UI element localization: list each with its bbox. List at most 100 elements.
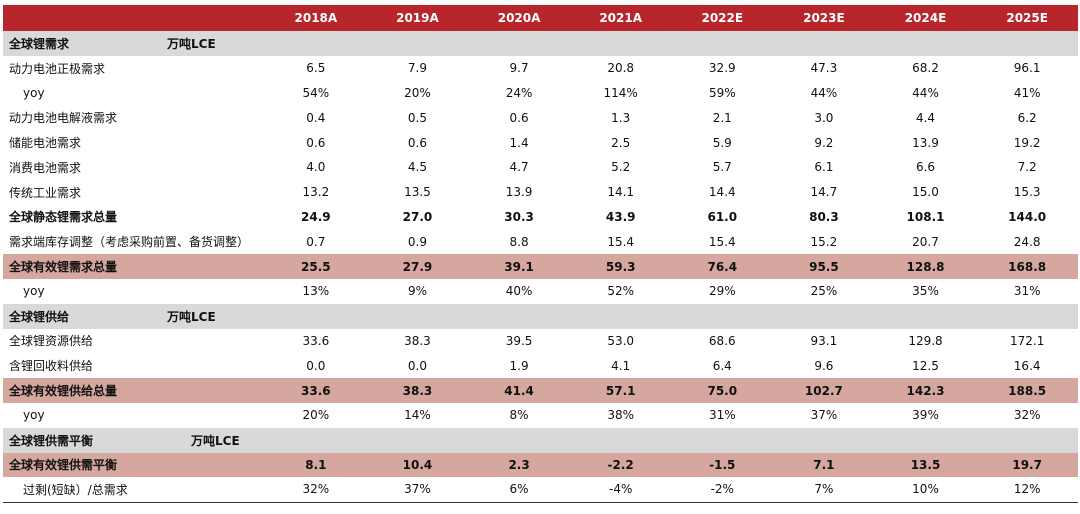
section-title: 全球锂需求 <box>9 36 70 51</box>
value-cell: 47.3 <box>810 61 838 76</box>
section-empty-cell <box>569 303 672 329</box>
value-cell: -1.5 <box>671 452 774 478</box>
section-empty-cell <box>468 303 570 329</box>
row-label: 消费电池需求 <box>9 160 82 175</box>
value-cell: 38.3 <box>404 333 431 348</box>
value-cell: 8% <box>509 408 529 423</box>
value-cell: 0.6 <box>509 110 529 125</box>
value-cell: 12% <box>976 477 1078 503</box>
value-cell: 6.5 <box>306 61 326 76</box>
value-cell: 20.7 <box>912 234 939 249</box>
value-cell: 33.6 <box>265 378 367 403</box>
value-cell: 12.5 <box>912 358 939 373</box>
value-cell: 4.0 <box>306 160 326 175</box>
value-cell: 0.0 <box>306 358 326 373</box>
section-header-row: 全球锂供给 万吨LCE <box>3 303 1078 329</box>
table-body: 全球锂需求 万吨LCE 动力电池正极需求 6.5 7.9 9.7 20.8 32.9 47.3 6… <box>3 31 1078 503</box>
row-label: 动力电池电解液需求 <box>9 111 118 126</box>
value-cell: 32.9 <box>708 61 736 76</box>
section-empty-cell <box>671 31 774 56</box>
lithium-supply-demand-table: 2018A 2019A 2020A 2021A 2022E 2023E 2024… <box>3 5 1078 503</box>
value-cell: 15.4 <box>708 234 736 249</box>
value-cell: 14.1 <box>607 185 635 200</box>
value-cell: 24.9 <box>301 209 331 224</box>
value-cell: 4.1 <box>611 358 631 373</box>
table-row: 全球有效锂供给总量 33.6 38.3 41.4 57.1 75.0 102.7 142.3 1… <box>3 378 1078 403</box>
table-row: 全球有效锂供需平衡 8.1 10.4 2.3 -2.2 -1.5 7.1 13.5 19.7 <box>3 452 1078 478</box>
value-cell: 19.2 <box>1013 135 1041 150</box>
value-cell: 52% <box>607 284 635 299</box>
value-cell: 25% <box>810 284 838 299</box>
section-empty-cell <box>468 31 570 56</box>
value-cell: 32% <box>1013 408 1041 423</box>
value-cell: 40% <box>505 284 533 299</box>
value-cell: 4.5 <box>407 160 427 175</box>
value-cell: 16.4 <box>1013 358 1041 373</box>
value-cell: 24.8 <box>1013 234 1041 249</box>
table-row: 传统工业需求 13.2 13.5 13.9 14.1 14.4 14.7 15.0 15.3 <box>3 180 1078 205</box>
value-cell: 39.5 <box>505 333 533 348</box>
row-label: yoy <box>23 284 45 299</box>
value-cell: 6.1 <box>814 160 834 175</box>
value-cell: 59.3 <box>569 254 672 279</box>
table-row: 消费电池需求 4.0 4.5 4.7 5.2 5.7 6.1 6.6 7.2 <box>3 155 1078 180</box>
year-header: 2025E <box>976 5 1078 31</box>
section-empty-cell <box>874 427 977 453</box>
section-empty-cell <box>976 303 1078 329</box>
value-cell: 8.1 <box>265 452 367 478</box>
value-cell: 7.9 <box>407 61 427 76</box>
section-empty-cell <box>569 427 672 453</box>
value-cell: 13.2 <box>302 185 330 200</box>
table-row: yoy 54% 20% 24% 114% 59% 44% 44% 41% <box>3 81 1078 106</box>
value-cell: 3.0 <box>814 110 834 125</box>
value-cell: 59% <box>708 85 736 100</box>
table-row: yoy 13% 9% 40% 52% 29% 25% 35% 31% <box>3 279 1078 304</box>
section-empty-cell <box>366 31 469 56</box>
value-cell: 0.7 <box>306 234 326 249</box>
value-cell: 19.7 <box>976 452 1078 478</box>
value-cell: 128.8 <box>874 254 977 279</box>
value-cell: 7% <box>773 477 875 503</box>
value-cell: 80.3 <box>809 209 839 224</box>
value-cell: 1.3 <box>611 110 631 125</box>
value-cell: 38.3 <box>366 378 469 403</box>
row-label: 传统工业需求 <box>9 185 82 200</box>
value-cell: 95.5 <box>773 254 875 279</box>
value-cell: 38% <box>607 408 635 423</box>
year-header: 2019A <box>366 5 469 31</box>
section-empty-cell <box>976 31 1078 56</box>
value-cell: 188.5 <box>976 378 1078 403</box>
section-header-row: 全球锂供需平衡 万吨LCE <box>3 427 1078 453</box>
value-cell: 27.0 <box>402 209 433 224</box>
value-cell: 31% <box>708 408 736 423</box>
value-cell: 31% <box>1013 284 1041 299</box>
row-label: 全球静态锂需求总量 <box>9 210 118 225</box>
year-header: 2024E <box>874 5 977 31</box>
value-cell: 129.8 <box>908 333 943 348</box>
value-cell: 44% <box>912 85 939 100</box>
value-cell: 10% <box>874 477 977 503</box>
year-header: 2023E <box>773 5 875 31</box>
value-cell: 35% <box>912 284 939 299</box>
section-empty-cell <box>976 427 1078 453</box>
value-cell: 0.5 <box>407 110 427 125</box>
value-cell: 20.8 <box>607 61 635 76</box>
row-label: 全球有效锂供给总量 <box>3 378 266 403</box>
year-header: 2021A <box>569 5 672 31</box>
section-title-cell: 全球锂供需平衡 万吨LCE <box>3 427 266 453</box>
section-unit: 万吨LCE <box>167 36 216 51</box>
value-cell: 14.7 <box>810 185 838 200</box>
section-empty-cell <box>265 303 367 329</box>
section-empty-cell <box>874 31 977 56</box>
value-cell: 1.9 <box>509 358 529 373</box>
value-cell: 15.3 <box>1013 185 1041 200</box>
value-cell: 0.6 <box>306 135 326 150</box>
value-cell: 57.1 <box>569 378 672 403</box>
value-cell: 6.2 <box>1017 110 1037 125</box>
value-cell: -2% <box>671 477 774 503</box>
value-cell: 25.5 <box>265 254 367 279</box>
value-cell: 9% <box>407 284 427 299</box>
value-cell: 20% <box>302 408 330 423</box>
value-cell: 142.3 <box>874 378 977 403</box>
value-cell: 15.2 <box>810 234 838 249</box>
